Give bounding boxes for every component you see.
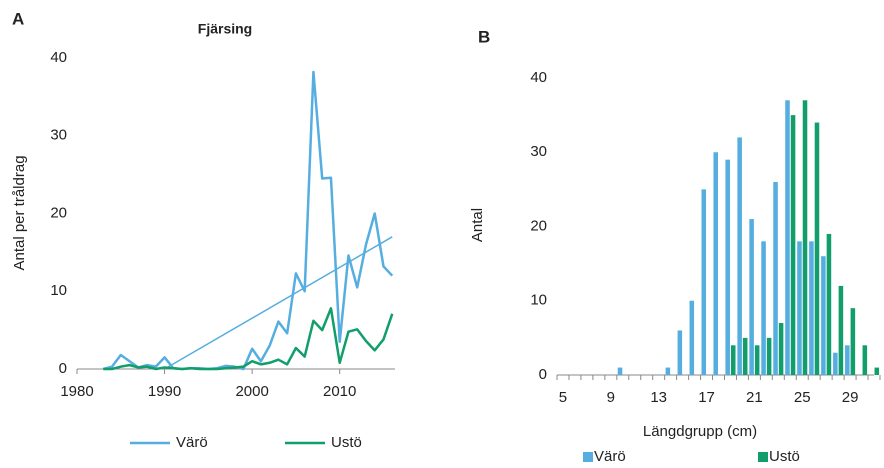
x-tick-label: 2000 xyxy=(235,383,268,400)
y-tick-label: 40 xyxy=(530,69,547,86)
legend-swatch xyxy=(758,452,768,462)
panel-label: B xyxy=(478,27,490,46)
bar xyxy=(845,345,850,375)
bar xyxy=(790,115,796,375)
x-tick-label: 17 xyxy=(698,389,715,406)
bar xyxy=(677,330,683,375)
y-tick-label: 0 xyxy=(539,366,547,383)
bar xyxy=(850,308,856,375)
bar xyxy=(809,241,814,375)
y-tick-label: 30 xyxy=(50,127,67,144)
x-tick-label: 1990 xyxy=(148,383,181,400)
bar xyxy=(821,256,826,375)
bar xyxy=(754,345,760,375)
chart-title: Fjärsing xyxy=(198,21,252,37)
bar xyxy=(737,137,742,375)
bar xyxy=(749,219,754,375)
x-tick-label: 5 xyxy=(559,389,567,406)
bar xyxy=(701,189,707,375)
bar xyxy=(778,323,784,375)
y-axis-title: Antal per tråldrag xyxy=(11,155,28,270)
y-tick-label: 10 xyxy=(530,292,547,309)
y-tick-label: 20 xyxy=(530,217,547,234)
bar xyxy=(833,352,838,375)
series-line xyxy=(102,70,394,371)
x-tick-label: 21 xyxy=(746,389,763,406)
x-tick-label: 25 xyxy=(794,389,811,406)
bar xyxy=(874,367,880,375)
bar xyxy=(725,159,730,375)
x-axis-title: Längdgrupp (cm) xyxy=(643,423,757,440)
bar xyxy=(742,337,748,375)
x-tick-label: 1980 xyxy=(60,383,93,400)
bar xyxy=(761,241,766,375)
bar xyxy=(713,152,718,375)
trend-line xyxy=(164,236,393,370)
bar xyxy=(802,100,808,376)
bar xyxy=(665,367,671,375)
legend-label: Värö xyxy=(176,434,208,451)
bar xyxy=(838,285,844,375)
y-tick-label: 20 xyxy=(50,204,67,221)
bar xyxy=(773,181,778,375)
bar xyxy=(766,337,772,375)
x-tick-label: 13 xyxy=(650,389,667,406)
bar xyxy=(814,122,820,375)
y-tick-label: 0 xyxy=(59,360,67,377)
y-tick-label: 10 xyxy=(50,282,67,299)
panel-label: A xyxy=(12,9,24,28)
bar xyxy=(689,300,695,375)
bar xyxy=(862,345,868,375)
bar xyxy=(797,241,802,375)
y-tick-label: 30 xyxy=(530,143,547,160)
x-tick-label: 2010 xyxy=(323,383,356,400)
y-axis-title: Antal xyxy=(469,208,486,242)
legend-label: Värö xyxy=(594,448,626,465)
y-tick-label: 40 xyxy=(50,49,67,66)
x-tick-label: 29 xyxy=(842,389,859,406)
legend-label: Ustö xyxy=(331,434,362,451)
bar xyxy=(826,233,832,375)
bar xyxy=(785,100,790,376)
series-line xyxy=(103,307,394,371)
x-tick-label: 9 xyxy=(607,389,615,406)
legend-label: Ustö xyxy=(769,448,800,465)
legend-swatch xyxy=(583,452,593,462)
bar xyxy=(617,367,623,375)
bar xyxy=(730,345,736,375)
